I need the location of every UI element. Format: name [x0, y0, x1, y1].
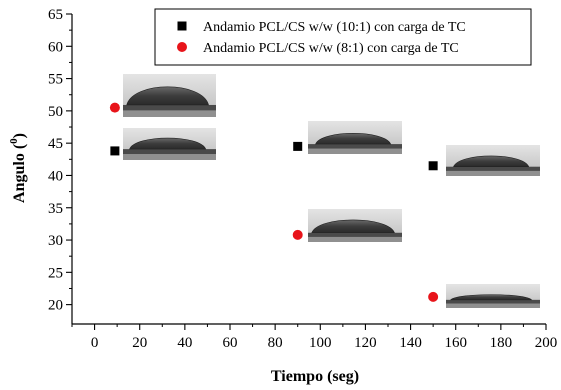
legend-label: Andamio PCL/CS w/w (8:1) con carga de TC [203, 41, 459, 56]
x-tick-label: 140 [399, 335, 422, 351]
droplet-image [446, 145, 540, 176]
y-tick-label: 65 [48, 7, 63, 23]
droplet-shape [129, 137, 207, 150]
y-tick-label: 35 [48, 201, 63, 217]
x-tick-label: 40 [177, 335, 192, 351]
droplet-image [123, 74, 216, 117]
data-point-circle [428, 291, 439, 302]
y-tick-label: 40 [48, 168, 63, 184]
legend-label: Andamio PCL/CS w/w (10:1) con carga de T… [203, 20, 466, 35]
x-tick-label: 60 [223, 335, 238, 351]
data-point-square [293, 141, 303, 151]
data-point-circle [109, 102, 120, 113]
y-axis-title-superscript: 0 [8, 138, 20, 144]
x-tick-label: 0 [91, 335, 99, 351]
y-tick-label: 45 [48, 136, 63, 152]
x-tick-label: 80 [268, 335, 283, 351]
legend-marker-circle [177, 42, 187, 52]
x-tick-label: 20 [132, 335, 147, 351]
y-axis-title-main: Angulo ( [11, 144, 28, 203]
droplet-substrate-edge [308, 236, 402, 242]
legend-marker-square [177, 21, 187, 31]
droplet-shape [315, 133, 392, 145]
droplet-image [308, 121, 402, 154]
x-tick-label: 120 [354, 335, 377, 351]
y-axis-title: Angulo (0) [8, 133, 28, 203]
droplet-shape [450, 294, 533, 301]
droplet-substrate-edge [123, 154, 216, 160]
y-tick-label: 25 [48, 265, 63, 281]
data-point-square [428, 161, 438, 171]
y-tick-label: 50 [48, 104, 63, 120]
droplet-substrate-edge [123, 110, 216, 117]
droplet-shape [453, 155, 530, 167]
x-tick-label: 180 [490, 335, 513, 351]
y-tick-label: 20 [48, 298, 63, 314]
droplet-image [308, 209, 402, 242]
droplet-shape [311, 219, 395, 234]
x-tick-label: 100 [309, 335, 332, 351]
legend-box [154, 8, 532, 66]
y-tick-label: 30 [48, 233, 63, 249]
y-tick-label: 60 [48, 39, 63, 55]
droplet-substrate-edge [446, 303, 540, 308]
data-point-circle [292, 229, 303, 240]
y-tick-label: 55 [48, 72, 63, 88]
x-axis-title: Tiempo (seg) [271, 368, 359, 385]
data-point-square [110, 146, 120, 156]
droplet-image [446, 284, 540, 308]
x-tick-label: 160 [444, 335, 467, 351]
x-tick-label: 200 [535, 335, 558, 351]
droplet-substrate-edge [446, 170, 540, 176]
droplet-substrate-edge [308, 148, 402, 154]
droplet-image [123, 128, 216, 160]
droplet-shape [126, 86, 209, 106]
y-axis-title-close: ) [11, 133, 28, 138]
